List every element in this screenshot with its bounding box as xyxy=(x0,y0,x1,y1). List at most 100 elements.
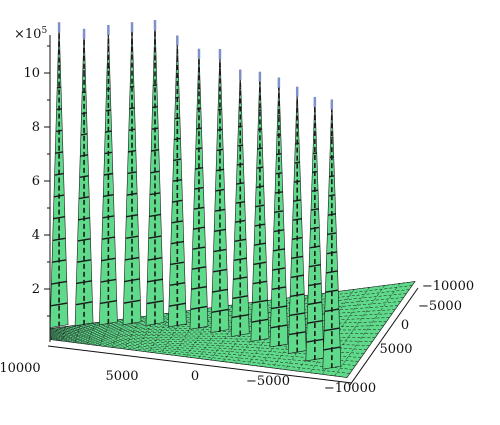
peak-mesh-line xyxy=(151,149,159,152)
peak-mesh-line xyxy=(272,267,286,271)
surface-peak xyxy=(189,48,209,330)
y-axis-line xyxy=(349,287,419,386)
peak-mesh-line xyxy=(232,295,249,300)
surface-peak xyxy=(49,22,69,329)
peak-mesh-line xyxy=(129,107,135,110)
peak-mesh-line xyxy=(237,144,243,147)
peak-mesh-line xyxy=(80,133,88,136)
x-tick-label: 0 xyxy=(191,369,199,384)
floor-mesh-line xyxy=(49,338,353,370)
peak-mesh-line xyxy=(310,208,319,211)
floor-mesh-line xyxy=(49,337,356,366)
peak-mesh-line xyxy=(291,255,304,260)
surface-peak xyxy=(145,20,165,326)
surface-peak xyxy=(122,22,142,326)
z-tick-label: 10 xyxy=(23,66,40,81)
z-tick-label: 6 xyxy=(32,174,40,189)
peak-mesh-line xyxy=(78,196,90,200)
floor-mesh-line xyxy=(74,324,81,343)
y-tick-label: −5000 xyxy=(418,299,462,314)
peak-mesh-line xyxy=(253,261,267,266)
surface-peak xyxy=(305,96,325,362)
floor-mesh-line xyxy=(49,338,350,374)
peak-mesh-line xyxy=(127,171,137,175)
floor-mesh-line xyxy=(62,326,66,342)
peak-mesh-line xyxy=(217,108,222,111)
peak-mesh-line xyxy=(101,236,115,240)
peak-mesh-line xyxy=(152,84,158,87)
peak-mesh-line xyxy=(196,127,202,130)
peak-mesh-line xyxy=(168,302,186,307)
surface-peak xyxy=(322,99,342,370)
floor-mesh-line xyxy=(49,335,373,342)
surface-peaks xyxy=(49,20,342,370)
peak-mesh-line xyxy=(312,152,317,155)
peak-mesh-line xyxy=(327,232,337,236)
peak-mesh-line xyxy=(271,305,287,310)
peak-mesh-line xyxy=(148,235,162,239)
peak-mesh-line xyxy=(235,200,245,204)
floor-mesh-line xyxy=(161,310,188,354)
peak-mesh-line xyxy=(99,299,117,305)
floor-mesh-line xyxy=(334,283,400,377)
z-axis-multiplier: ×105 xyxy=(14,26,47,42)
peak-mesh-line xyxy=(289,312,306,317)
peak-mesh-line xyxy=(146,300,164,305)
peak-mesh-line xyxy=(174,117,180,120)
z-tick-label: 8 xyxy=(32,120,40,135)
peak-mesh-line xyxy=(76,259,92,263)
peak-mesh-line xyxy=(294,161,300,164)
peak-mesh-line xyxy=(170,261,185,266)
z-tick-label: 4 xyxy=(32,228,40,243)
peak-mesh-line xyxy=(325,289,339,293)
floor-mesh-line xyxy=(86,322,96,345)
peak-mesh-line xyxy=(173,158,182,162)
peak-mesh-line xyxy=(255,204,265,208)
peak-mesh-line xyxy=(214,228,226,233)
peak-mesh-line xyxy=(50,302,68,307)
x-axis-ticks: 10000 5000 0 −5000 −10000 xyxy=(0,345,376,396)
z-tick-label: 2 xyxy=(32,282,40,297)
peak-mesh-line xyxy=(125,235,139,239)
y-tick-label: −10000 xyxy=(422,279,474,294)
surface-peak xyxy=(99,25,118,326)
surface-peak xyxy=(74,28,94,327)
peak-mesh-line xyxy=(234,238,247,242)
peak-mesh-line xyxy=(323,327,340,332)
surface-peak xyxy=(269,77,289,348)
surface-peak xyxy=(230,69,250,337)
peak-mesh-line xyxy=(105,109,112,112)
peak-mesh-line xyxy=(274,210,284,214)
peak-mesh-line xyxy=(75,301,93,306)
peak-mesh-line xyxy=(216,148,224,152)
y-axis-ticks: −10000 −5000 0 5000 xyxy=(349,279,474,386)
z-axis: ×105 xyxy=(14,26,51,342)
x-tick-label: −5000 xyxy=(246,374,290,389)
surface-peak xyxy=(168,35,187,328)
x-tick-label: 5000 xyxy=(105,369,138,384)
peak-mesh-line xyxy=(329,175,335,178)
surface-peak xyxy=(210,49,230,333)
peak-mesh-line xyxy=(252,299,268,304)
peak-mesh-line xyxy=(103,172,113,176)
peak-mesh-line xyxy=(55,151,64,154)
x-axis-line xyxy=(47,345,353,384)
peak-mesh-line xyxy=(123,299,141,304)
peak-mesh-line xyxy=(194,167,203,170)
peak-mesh-line xyxy=(276,153,282,156)
peak-mesh-line xyxy=(257,147,263,150)
y-tick-label: 5000 xyxy=(379,342,412,357)
y-tick-label: 0 xyxy=(401,318,409,333)
peak-mesh-line xyxy=(215,188,225,192)
surface-peak xyxy=(250,71,270,342)
peak-mesh-line xyxy=(52,237,66,242)
z-axis-ticks: 2 4 6 8 10 xyxy=(23,45,50,317)
x-tick-label: 10000 xyxy=(0,361,41,376)
surface-peak xyxy=(287,86,307,354)
floor-mesh-line xyxy=(49,335,370,346)
peak-mesh-line xyxy=(57,86,62,89)
peak-mesh-line xyxy=(308,264,321,268)
peak-mesh-line xyxy=(307,319,323,324)
peak-mesh-line xyxy=(292,218,302,221)
